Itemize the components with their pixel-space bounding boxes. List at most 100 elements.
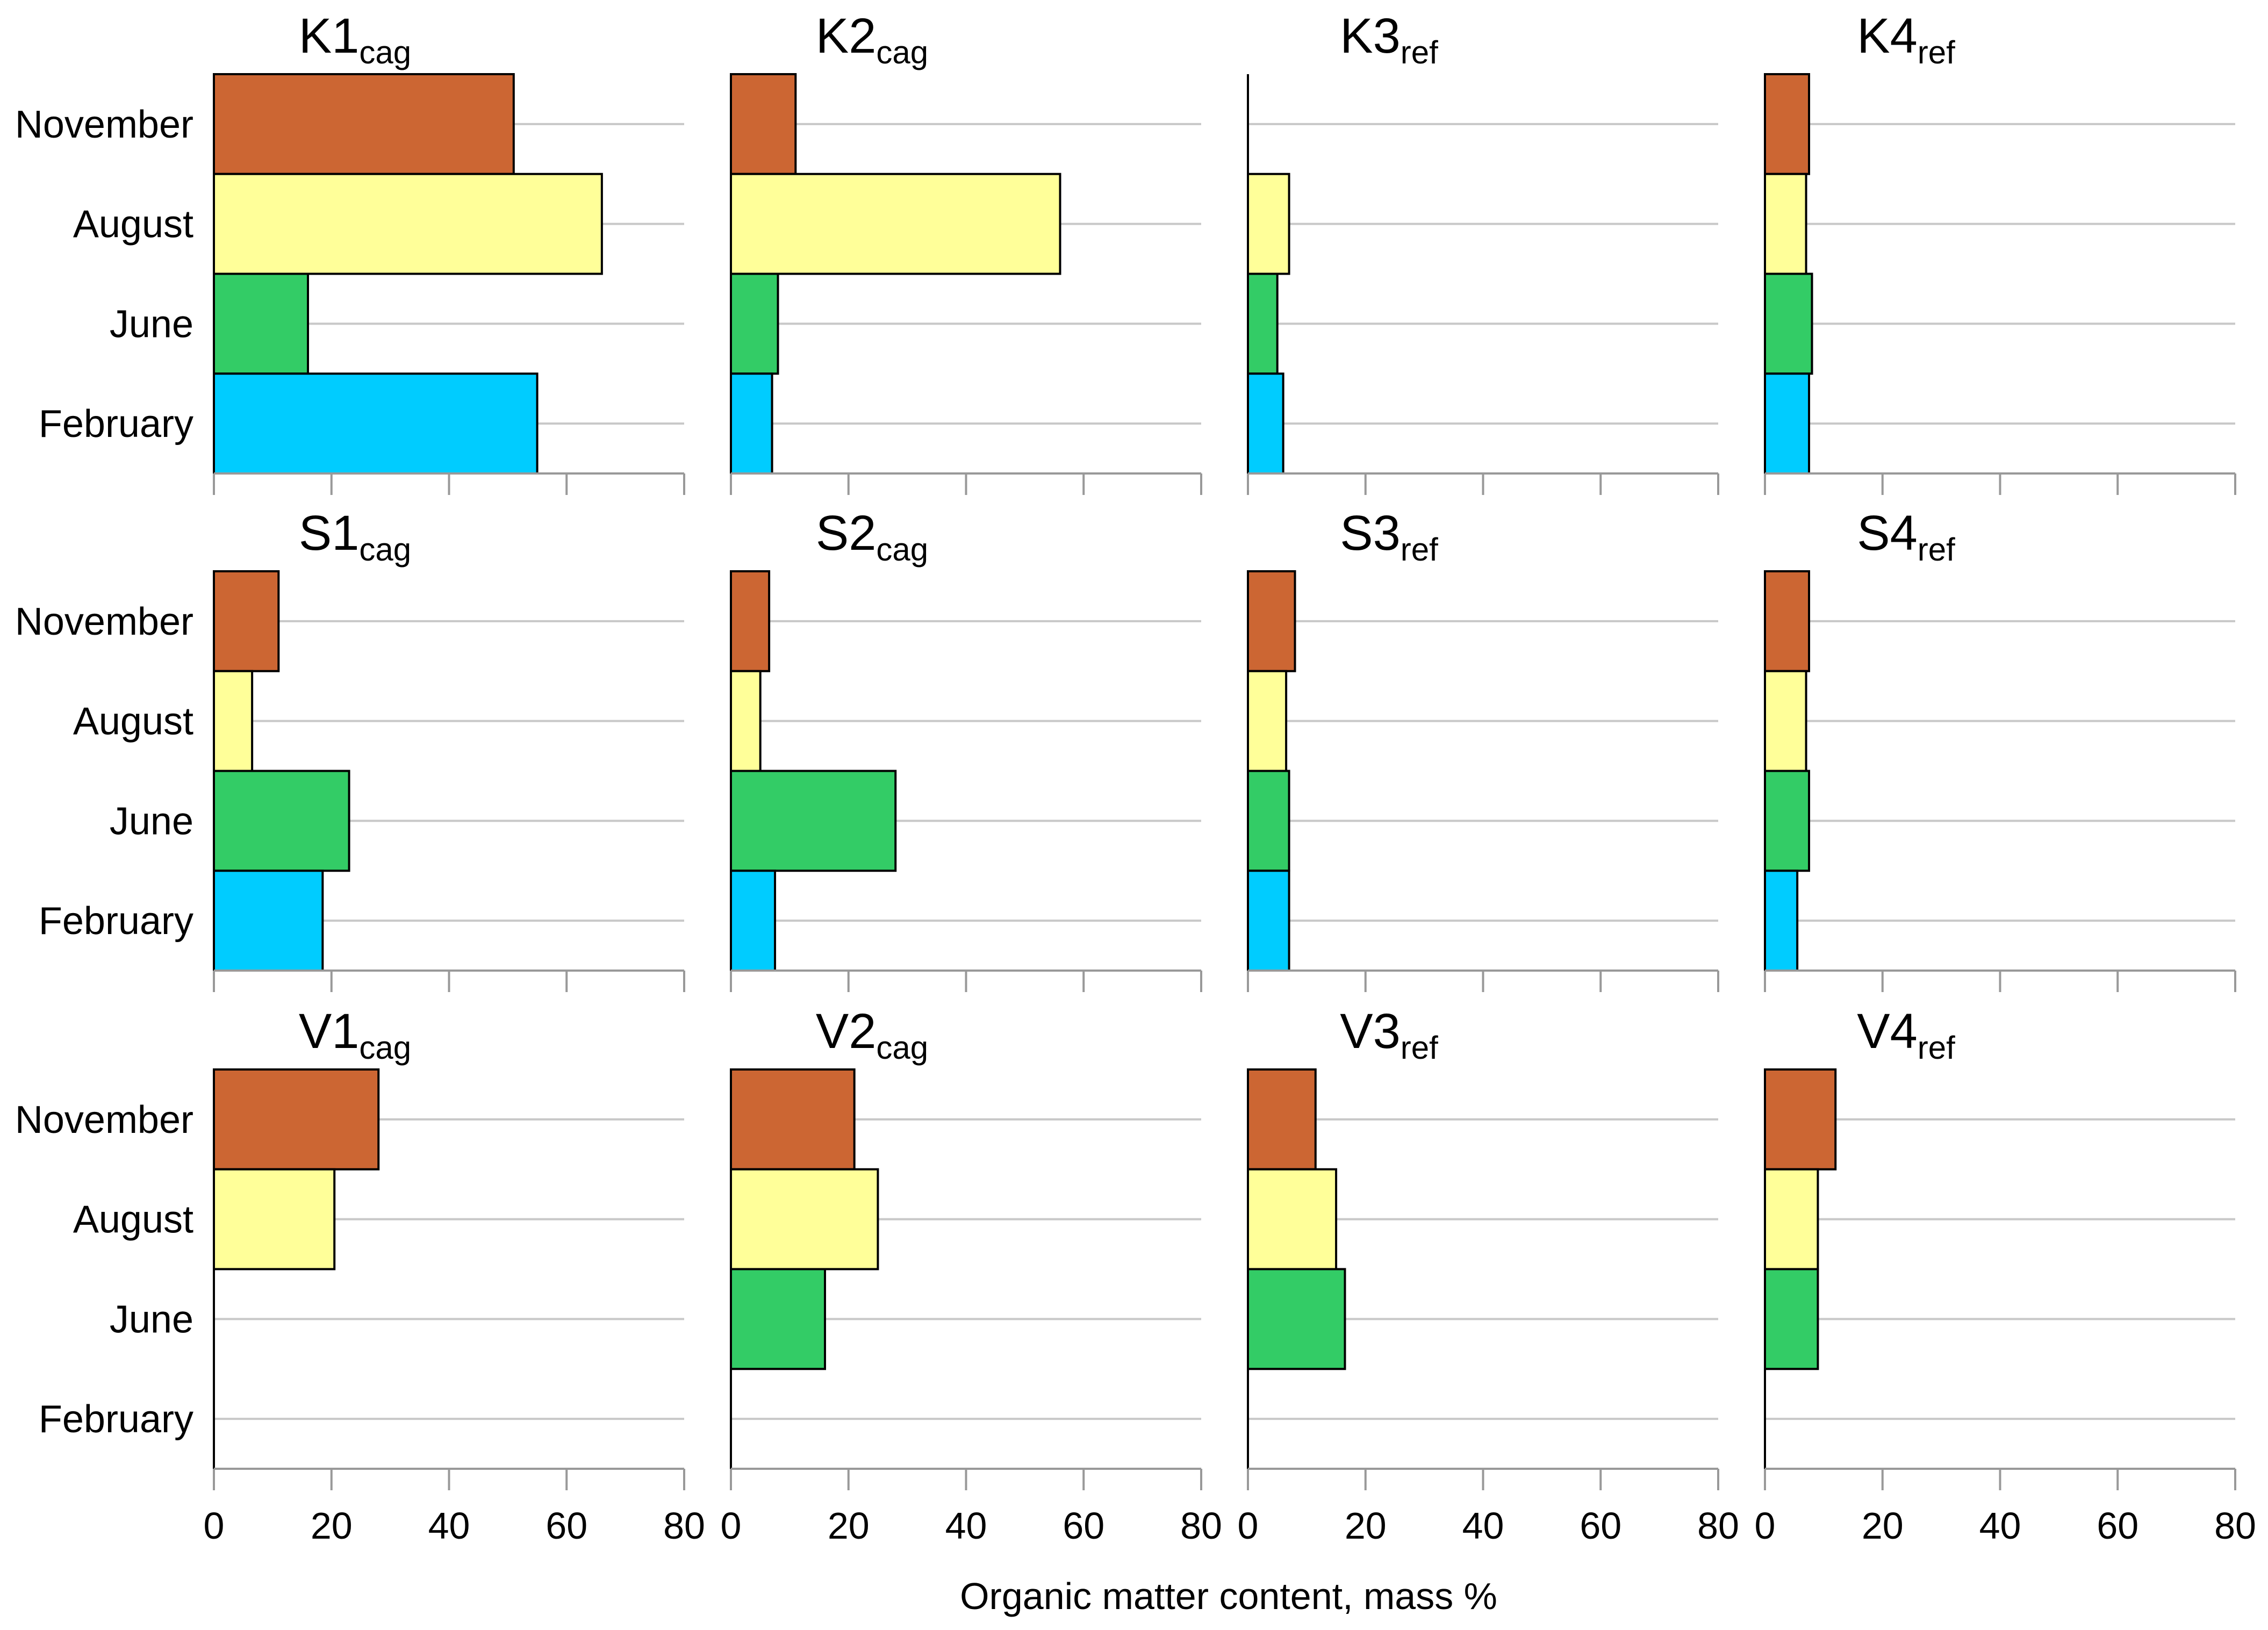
bar-k3-august xyxy=(1247,173,1290,275)
y-tick-label-june: June xyxy=(110,303,193,346)
panel-title-subscript: ref xyxy=(1401,532,1438,568)
panel-title-main: V2 xyxy=(816,1004,877,1059)
x-tick-label-v2-0: 0 xyxy=(721,1505,742,1547)
panel-s3: S3ref xyxy=(1247,506,1719,992)
bar-s4-november xyxy=(1764,570,1811,672)
bar-s1-november xyxy=(213,570,280,672)
x-tick-label-v4-60: 60 xyxy=(2097,1505,2138,1547)
panel-title-subscript: cag xyxy=(359,532,411,568)
y-tick-label-june: June xyxy=(110,800,193,843)
panel-title-main: K4 xyxy=(1857,9,1918,63)
y-tick-label-august: August xyxy=(73,203,193,246)
bar-v2-august xyxy=(730,1168,879,1270)
panel-title-main: S4 xyxy=(1857,506,1918,561)
panel-title-k1: K1cag xyxy=(299,9,411,70)
panel-title-s2: S2cag xyxy=(816,506,928,568)
y-tick-label-november: November xyxy=(15,1098,193,1141)
bar-v4-november xyxy=(1764,1068,1837,1171)
bar-k4-november xyxy=(1764,73,1811,175)
bar-s3-november xyxy=(1247,570,1296,672)
panel-title-subscript: cag xyxy=(876,34,928,70)
y-tick-label-november: November xyxy=(15,600,193,643)
panel-title-main: K3 xyxy=(1340,9,1401,63)
bar-k4-august xyxy=(1764,173,1807,275)
panel-k1: November August June February K1cag xyxy=(15,9,685,495)
x-tick-label-v3-0: 0 xyxy=(1238,1505,1259,1547)
panel-title-s3: S3ref xyxy=(1340,506,1438,568)
panel-s4: S4ref xyxy=(1764,506,2236,992)
x-axis-label: Organic matter content, mass % xyxy=(960,1575,1497,1617)
x-tick-label-v2-80: 80 xyxy=(1180,1505,1222,1547)
panel-title-v1: V1cag xyxy=(299,1004,411,1066)
panel-v4: 0 20 40 60 80 V4ref xyxy=(1755,1004,2256,1547)
panel-k2: K2cag xyxy=(730,9,1202,495)
bar-k1-june xyxy=(213,272,309,375)
bar-k3-february xyxy=(1247,372,1284,475)
bar-v1-august xyxy=(213,1168,336,1270)
x-tick-label-v2-20: 20 xyxy=(828,1505,870,1547)
x-tick-label-v3-20: 20 xyxy=(1345,1505,1387,1547)
panel-title-k2: K2cag xyxy=(816,9,928,70)
x-tick-label-v1-20: 20 xyxy=(311,1505,353,1547)
bar-k3-june xyxy=(1247,272,1279,375)
y-tick-label-february: February xyxy=(39,1398,193,1441)
x-tick-label-v4-20: 20 xyxy=(1862,1505,1904,1547)
bar-s3-august xyxy=(1247,670,1288,772)
bar-k1-august xyxy=(213,173,603,275)
panel-title-subscript: ref xyxy=(1918,532,1955,568)
bar-s1-february xyxy=(213,870,324,972)
panel-title-main: V4 xyxy=(1857,1004,1918,1059)
y-tick-label-february: February xyxy=(39,403,193,446)
bar-s3-june xyxy=(1247,770,1290,872)
panel-title-subscript: cag xyxy=(876,1030,928,1066)
x-tick-label-v1-80: 80 xyxy=(663,1505,705,1547)
panel-title-v4: V4ref xyxy=(1857,1004,1955,1066)
bar-s4-february xyxy=(1764,870,1799,972)
panel-title-main: K2 xyxy=(816,9,877,63)
y-tick-label-august: August xyxy=(73,1198,193,1241)
bar-k1-february xyxy=(213,372,539,475)
x-tick-label-v1-60: 60 xyxy=(546,1505,587,1547)
panel-v1: November August June February 0 20 40 60 80 V1cag xyxy=(15,1004,705,1547)
bar-k4-february xyxy=(1764,372,1811,475)
x-tick-label-v1-40: 40 xyxy=(428,1505,470,1547)
bar-v4-august xyxy=(1764,1168,1819,1270)
bar-s2-november xyxy=(730,570,771,672)
bar-k2-august xyxy=(730,173,1061,275)
panel-title-s4: S4ref xyxy=(1857,506,1955,568)
panel-s1: November August June February S1cag xyxy=(15,506,685,992)
panel-title-subscript: cag xyxy=(359,34,411,70)
bar-s4-august xyxy=(1764,670,1807,772)
bar-s1-august xyxy=(213,670,254,772)
bar-v1-november xyxy=(213,1068,380,1171)
x-tick-label-v1-0: 0 xyxy=(204,1505,225,1547)
x-tick-label-v2-40: 40 xyxy=(945,1505,987,1547)
panel-title-subscript: cag xyxy=(876,532,928,568)
bar-v3-november xyxy=(1247,1068,1317,1171)
bar-v3-august xyxy=(1247,1168,1338,1270)
panel-title-subscript: ref xyxy=(1918,34,1955,70)
panel-v2: 0 20 40 60 80 V2cag xyxy=(721,1004,1222,1547)
bar-s1-june xyxy=(213,770,350,872)
y-tick-label-august: August xyxy=(73,700,193,743)
panel-title-subscript: cag xyxy=(359,1030,411,1066)
panel-title-k4: K4ref xyxy=(1857,9,1955,70)
panel-title-k3: K3ref xyxy=(1340,9,1438,70)
x-tick-label-v4-40: 40 xyxy=(1979,1505,2021,1547)
bar-k2-june xyxy=(730,272,779,375)
bar-v4-june xyxy=(1764,1268,1819,1370)
bar-k2-november xyxy=(730,73,797,175)
panel-title-main: V1 xyxy=(299,1004,360,1059)
y-tick-label-november: November xyxy=(15,103,193,146)
panel-title-v3: V3ref xyxy=(1340,1004,1438,1066)
panel-title-main: S3 xyxy=(1340,506,1401,561)
x-tick-label-v4-0: 0 xyxy=(1755,1505,1776,1547)
panel-k4: K4ref xyxy=(1764,9,2236,495)
panel-title-main: V3 xyxy=(1340,1004,1401,1059)
panel-title-main: S1 xyxy=(299,506,360,561)
y-tick-label-june: June xyxy=(110,1298,193,1341)
bar-v2-november xyxy=(730,1068,856,1171)
bar-s2-february xyxy=(730,870,777,972)
bar-s4-june xyxy=(1764,770,1811,872)
